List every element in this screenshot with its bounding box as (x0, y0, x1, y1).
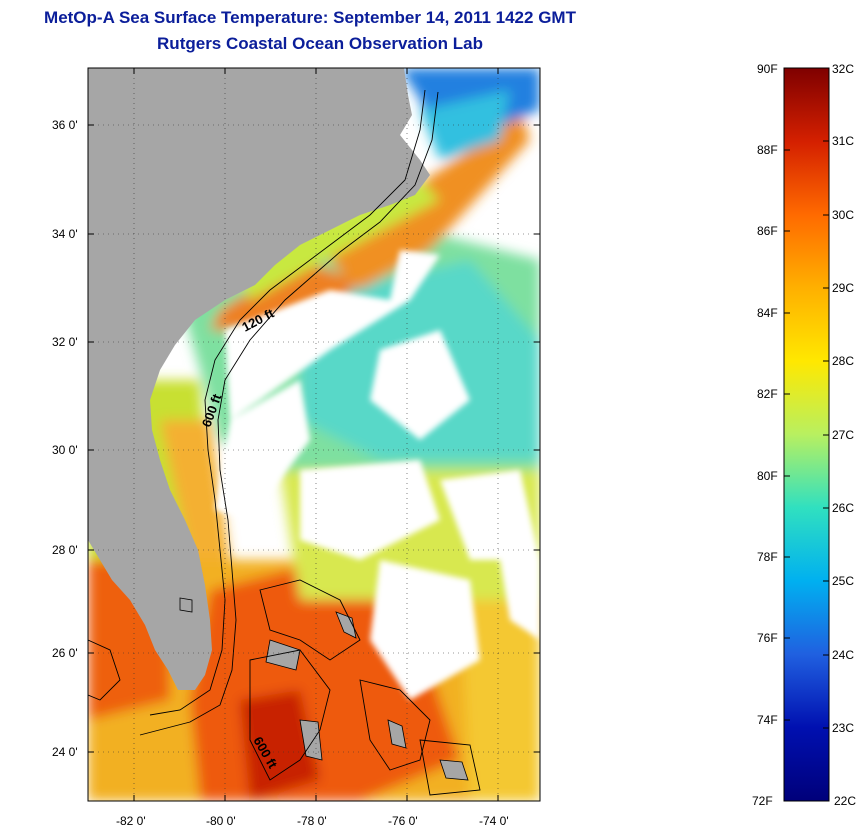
lat-label-28: 28 0' (52, 543, 78, 557)
lon-label-82: -82 0' (116, 814, 146, 828)
cb-f-80: 80F (757, 469, 778, 483)
lat-label-32: 32 0' (52, 335, 78, 349)
cb-f-76: 76F (757, 631, 778, 645)
temperature-colorbar (783, 67, 830, 802)
map-title: MetOp-A Sea Surface Temperature: Septemb… (44, 8, 576, 27)
lat-label-36: 36 0' (52, 118, 78, 132)
lat-label-24: 24 0' (52, 745, 78, 759)
lon-label-78: -78 0' (297, 814, 327, 828)
cb-c-28: 28C (832, 354, 855, 368)
cb-c-27: 27C (832, 428, 855, 442)
cb-c-30: 30C (832, 208, 855, 222)
axis-ticks (88, 68, 540, 801)
bahamas-islands (179, 597, 469, 781)
lon-label-76: -76 0' (388, 814, 418, 828)
cb-c-25: 25C (832, 574, 855, 588)
cb-c-22: 22C (834, 794, 857, 808)
lat-label-26: 26 0' (52, 646, 78, 660)
colorbar-ticks (784, 140, 829, 729)
cb-f-90: 90F (757, 62, 778, 76)
map-frame (87, 67, 541, 802)
cb-c-23: 23C (832, 721, 855, 735)
cb-c-32: 32C (832, 62, 855, 76)
cb-f-74: 74F (757, 713, 778, 727)
cb-c-24: 24C (832, 648, 855, 662)
cb-f-72: 72F (752, 794, 773, 808)
cb-f-82: 82F (757, 387, 778, 401)
lat-label-30: 30 0' (52, 443, 78, 457)
lat-label-34: 34 0' (52, 227, 78, 241)
cb-f-78: 78F (757, 550, 778, 564)
cb-c-31: 31C (832, 134, 855, 148)
cb-c-26: 26C (832, 501, 855, 515)
lon-label-80: -80 0' (206, 814, 236, 828)
cb-f-88: 88F (757, 143, 778, 157)
map-subtitle: Rutgers Coastal Ocean Observation Lab (157, 34, 483, 53)
land-us-coast (88, 68, 430, 690)
graticule (88, 68, 540, 801)
cb-c-29: 29C (832, 281, 855, 295)
isobath-contours (88, 89, 481, 796)
cb-f-84: 84F (757, 306, 778, 320)
cb-f-86: 86F (757, 224, 778, 238)
lon-label-74: -74 0' (479, 814, 509, 828)
sst-map[interactable]: 120 ft 600 ft 600 ft (88, 68, 540, 801)
